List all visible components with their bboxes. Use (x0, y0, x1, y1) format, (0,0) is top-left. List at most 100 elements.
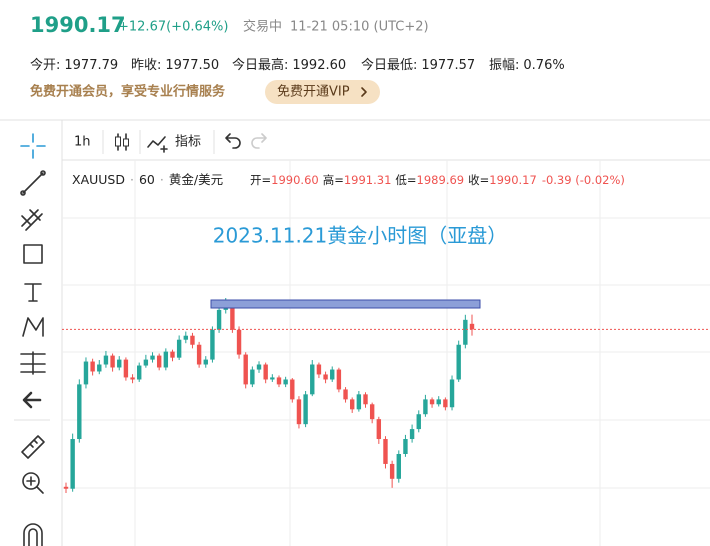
icon (21, 209, 43, 231)
candle-body (117, 359, 122, 368)
candle-body (203, 359, 208, 365)
icon (24, 283, 42, 302)
zone-annotation (210, 299, 481, 309)
chart-style-button[interactable] (115, 133, 129, 151)
candle-body (296, 399, 302, 425)
ohlc-legend: 开=1990.60 高=1991.31 低=1989.69 收=1990.17 -0.3… (250, 173, 625, 187)
vip-button-bg (265, 80, 380, 104)
plot (62, 298, 710, 493)
stat: 振幅: 0.76% (489, 58, 565, 73)
chevron (361, 87, 367, 97)
candle-body (383, 439, 388, 464)
candle-body (63, 486, 69, 489)
candle-body (183, 335, 189, 340)
candle-body (456, 344, 461, 380)
stat-label: 今日最低: (361, 57, 417, 73)
candle-body (163, 351, 169, 368)
candle-body (310, 364, 315, 395)
zoom-tool[interactable] (22, 472, 44, 494)
ohlc-label: 高= (323, 173, 344, 187)
candle-body (256, 364, 262, 370)
candle-body (170, 351, 175, 358)
candle-body (77, 384, 82, 440)
vip-button[interactable]: 免费开通VIP (265, 80, 380, 104)
candle-body (469, 323, 475, 330)
candle-body (376, 419, 382, 440)
last-price: 1990.17 (30, 13, 126, 37)
timestamp: 11-21 05:10 (UTC+2) (290, 20, 429, 35)
candle-body (369, 404, 375, 420)
candle-body (210, 329, 215, 360)
interval-button[interactable]: 1h (74, 135, 91, 150)
candle-body (110, 355, 115, 368)
stat-label: 今开: (30, 57, 60, 73)
hide-tool[interactable] (22, 391, 42, 409)
icon (21, 435, 45, 459)
candle-body (243, 354, 248, 385)
magnet-tool[interactable] (23, 523, 43, 546)
candle-body (389, 463, 395, 479)
ruler-tool[interactable] (21, 435, 45, 459)
candle-body (356, 394, 362, 410)
candle-body (283, 379, 288, 385)
measure-tool[interactable] (20, 351, 46, 375)
stat-value: 1977.57 (421, 58, 475, 73)
ohlc-value: 1989.69 (417, 173, 465, 187)
icon (22, 317, 44, 337)
icon (22, 172, 44, 194)
candle-body (176, 339, 182, 358)
icon (23, 244, 43, 264)
rect-tool[interactable] (23, 244, 43, 264)
stat: 今开: 1977.79 (30, 57, 118, 73)
candle-body (156, 355, 162, 368)
candle-body (230, 304, 235, 330)
candle-body (403, 439, 408, 454)
icon (20, 133, 46, 159)
candle-body (137, 365, 142, 380)
icon (26, 476, 44, 494)
symbol: XAUUSD (72, 172, 125, 187)
candle-body (323, 374, 328, 380)
stat-label: 今日最高: (232, 57, 288, 73)
icon (20, 351, 46, 375)
redo-button[interactable] (251, 133, 267, 149)
icon (123, 138, 129, 147)
candle-body (416, 414, 421, 430)
ohlc-label: 开= (250, 173, 271, 187)
candle-body (276, 377, 282, 385)
grid (62, 160, 710, 546)
stat-value: 0.76% (523, 58, 564, 73)
fib-tool[interactable] (21, 209, 43, 231)
candle-body (363, 394, 368, 405)
candle-body (443, 399, 448, 408)
undo-button[interactable] (225, 133, 241, 149)
text-tool[interactable] (24, 283, 42, 302)
promo-text: 免费开通会员，享受专业行情服务 (30, 84, 226, 100)
candle-body (316, 364, 322, 375)
candle-body (250, 369, 255, 385)
stat: 今日最低: 1977.57 (361, 57, 475, 73)
candle-body (270, 377, 275, 380)
candle-body (336, 369, 342, 390)
chart-title: 2023.11.21黄金小时图（亚盘） (213, 224, 508, 248)
line-tool[interactable] (20, 170, 46, 196)
pattern-tool[interactable] (22, 317, 44, 337)
stat-label: 昨收: (131, 58, 161, 73)
price-change: +12.67(+0.64%) (118, 20, 228, 35)
stat-value: 1977.50 (165, 58, 219, 73)
candle-body (143, 359, 149, 366)
crosshair-tool[interactable] (20, 133, 46, 159)
candle-body (303, 394, 308, 425)
instrument-name: 黄金/美元 (169, 172, 223, 187)
icon (23, 523, 43, 546)
ohlc-value: 1990.17 (489, 173, 537, 187)
interval: 60 (139, 172, 155, 187)
indicators-button[interactable]: 指标 (147, 135, 201, 153)
candle-body (97, 364, 102, 372)
candle-body (409, 429, 415, 440)
icon (20, 190, 26, 196)
candle-body (90, 361, 95, 372)
candle-body (396, 454, 401, 479)
icon (147, 136, 168, 153)
stat: 昨收: 1977.50 (131, 58, 219, 73)
